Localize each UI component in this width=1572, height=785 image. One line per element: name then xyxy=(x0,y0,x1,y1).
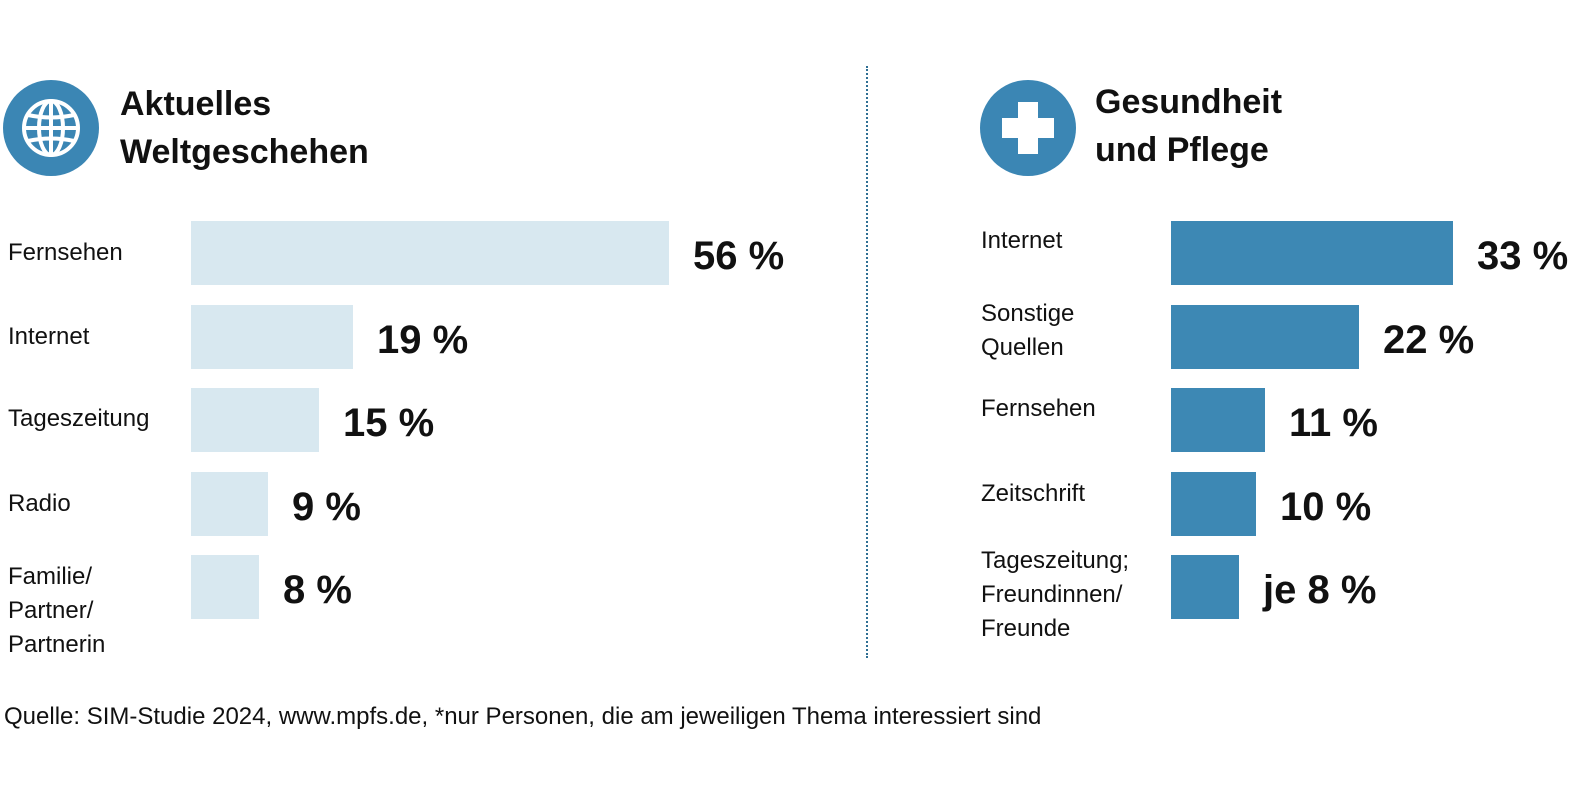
right-category-label: Internet xyxy=(981,224,1062,258)
left-category-label-line: Fernsehen xyxy=(8,239,123,266)
right-category-label-line: Freundinnen/ xyxy=(981,581,1123,608)
right-bar xyxy=(1171,472,1256,536)
right-value-label: je 8 % xyxy=(1263,568,1377,612)
right-panel-title: Gesundheit und Pflege xyxy=(1095,78,1282,174)
right-category-label: Zeitschrift xyxy=(981,477,1085,511)
right-category-label: Tageszeitung; Freundinnen/Freunde xyxy=(981,544,1129,646)
left-panel-title: Aktuelles Weltgeschehen xyxy=(120,80,369,176)
right-value-label: 10 % xyxy=(1280,485,1372,529)
left-category-label-line: Internet xyxy=(8,323,90,350)
left-title-line-2: Weltgeschehen xyxy=(120,133,369,171)
left-value-label: 8 % xyxy=(283,568,352,612)
left-bar xyxy=(191,472,268,536)
left-value-label: 15 % xyxy=(343,401,435,445)
right-category-label-line: Tageszeitung; xyxy=(981,547,1130,574)
left-category-label: Fernsehen xyxy=(8,236,123,270)
globe-icon xyxy=(3,80,99,176)
left-category-label: Internet xyxy=(8,320,89,354)
right-category-label-line: Freunde xyxy=(981,615,1071,642)
right-category-label-line: Internet xyxy=(981,227,1063,254)
left-bar xyxy=(191,305,353,369)
left-value-label: 9 % xyxy=(292,485,361,529)
right-title-line-1: Gesundheit xyxy=(1095,83,1283,121)
right-bar xyxy=(1171,388,1265,452)
left-category-label-line: Familie/ xyxy=(8,563,93,590)
right-category-label-line: Sonstige xyxy=(981,300,1075,327)
left-value-label: 56 % xyxy=(693,234,785,278)
left-category-label: Familie/Partner/Partnerin xyxy=(8,560,105,662)
left-category-label-line: Tageszeitung xyxy=(8,405,150,432)
left-category-label: Radio xyxy=(8,487,71,521)
right-category-label: Fernsehen xyxy=(981,392,1096,426)
right-bar xyxy=(1171,555,1239,619)
left-bar xyxy=(191,221,669,285)
right-value-label: 11 % xyxy=(1289,401,1378,445)
left-value-label: 19 % xyxy=(377,318,469,362)
right-category-label: Sonstige Quellen xyxy=(981,297,1074,365)
left-category-label-line: Partnerin xyxy=(8,631,106,658)
left-category-label-line: Partner/ xyxy=(8,597,94,624)
right-bar xyxy=(1171,221,1453,285)
right-title-line-2: und Pflege xyxy=(1095,131,1269,169)
left-category-label-line: Radio xyxy=(8,490,71,517)
right-category-label-line: Fernsehen xyxy=(981,395,1096,422)
left-title-line-1: Aktuelles xyxy=(120,85,272,123)
left-category-label: Tageszeitung xyxy=(8,402,149,436)
panel-divider xyxy=(866,66,868,658)
left-bar xyxy=(191,555,259,619)
right-value-label: 33 % xyxy=(1477,234,1569,278)
medical-cross-icon xyxy=(980,80,1076,176)
right-bar xyxy=(1171,305,1359,369)
right-category-label-line: Quellen xyxy=(981,334,1064,361)
left-bar xyxy=(191,388,319,452)
source-note: Quelle: SIM-Studie 2024, www.mpfs.de, *n… xyxy=(4,703,1042,730)
right-value-label: 22 % xyxy=(1383,318,1475,362)
right-category-label-line: Zeitschrift xyxy=(981,480,1086,507)
